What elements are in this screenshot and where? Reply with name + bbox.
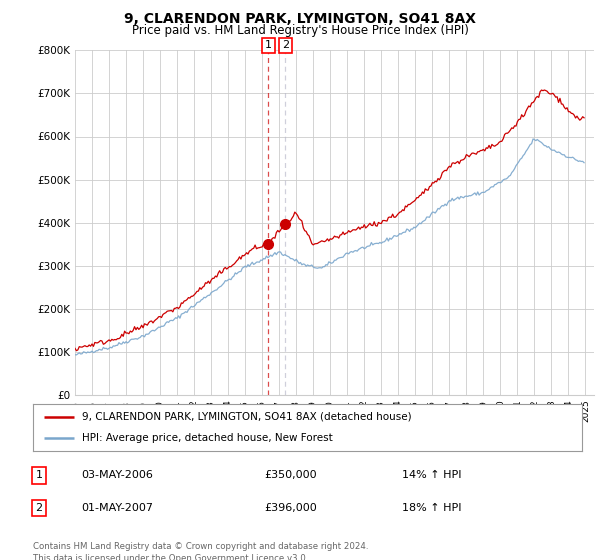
Text: 03-MAY-2006: 03-MAY-2006 <box>81 470 153 480</box>
Text: 2: 2 <box>35 503 43 513</box>
Text: HPI: Average price, detached house, New Forest: HPI: Average price, detached house, New … <box>82 433 333 444</box>
Text: 2: 2 <box>282 40 289 50</box>
Text: Contains HM Land Registry data © Crown copyright and database right 2024.
This d: Contains HM Land Registry data © Crown c… <box>33 542 368 560</box>
Text: 14% ↑ HPI: 14% ↑ HPI <box>402 470 461 480</box>
Text: Price paid vs. HM Land Registry's House Price Index (HPI): Price paid vs. HM Land Registry's House … <box>131 24 469 36</box>
Text: 01-MAY-2007: 01-MAY-2007 <box>81 503 153 513</box>
Text: £396,000: £396,000 <box>264 503 317 513</box>
Text: 1: 1 <box>265 40 272 50</box>
Text: 9, CLARENDON PARK, LYMINGTON, SO41 8AX (detached house): 9, CLARENDON PARK, LYMINGTON, SO41 8AX (… <box>82 412 412 422</box>
Text: 1: 1 <box>35 470 43 480</box>
Text: £350,000: £350,000 <box>264 470 317 480</box>
Text: 9, CLARENDON PARK, LYMINGTON, SO41 8AX: 9, CLARENDON PARK, LYMINGTON, SO41 8AX <box>124 12 476 26</box>
Text: 18% ↑ HPI: 18% ↑ HPI <box>402 503 461 513</box>
